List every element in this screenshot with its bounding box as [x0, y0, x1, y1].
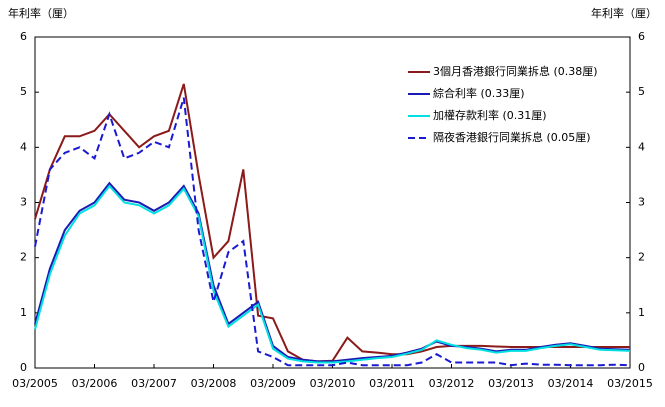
x-tick-label: 03/2015: [607, 377, 653, 390]
y-axis-label: 年利率（厘）: [8, 6, 74, 20]
y2-axis-label: 年利率（厘）: [591, 6, 657, 20]
series-line: [34, 97, 631, 367]
y-tick-label: 0: [20, 361, 27, 374]
y-tick-label: 1: [20, 306, 27, 319]
y2-tick-label: 2: [638, 251, 645, 264]
legend-label: 隔夜香港銀行同業拆息 (0.05厘): [433, 130, 591, 144]
x-tick-label: 03/2009: [250, 377, 296, 390]
legend-label: 3個月香港銀行同業拆息 (0.38厘): [433, 64, 598, 78]
y-tick-label: 3: [20, 196, 27, 209]
y2-tick-label: 3: [638, 196, 645, 209]
legend-label: 加權存款利率 (0.31厘): [433, 108, 547, 122]
y2-tick-label: 6: [638, 30, 645, 43]
legend-label: 綜合利率 (0.33厘): [433, 86, 525, 100]
series-line: [34, 181, 631, 363]
y2-tick-label: 0: [638, 361, 645, 374]
x-tick-label: 03/2005: [12, 377, 58, 390]
x-tick-label: 03/2014: [548, 377, 594, 390]
y-tick-label: 6: [20, 30, 27, 43]
y2-tick-label: 1: [638, 306, 645, 319]
x-tick-label: 03/2010: [310, 377, 356, 390]
y2-tick-label: 5: [638, 85, 645, 98]
x-tick-label: 03/2008: [191, 377, 237, 390]
legend: [400, 58, 622, 150]
y-tick-label: 5: [20, 85, 27, 98]
x-tick-label: 03/2011: [369, 377, 415, 390]
y-tick-label: 4: [20, 140, 27, 153]
y-tick-label: 2: [20, 251, 27, 264]
x-tick-label: 03/2013: [488, 377, 534, 390]
x-tick-label: 03/2007: [131, 377, 177, 390]
x-tick-label: 03/2012: [429, 377, 475, 390]
series-line: [34, 184, 631, 364]
y2-tick-label: 4: [638, 140, 645, 153]
x-tick-label: 03/2006: [72, 377, 118, 390]
